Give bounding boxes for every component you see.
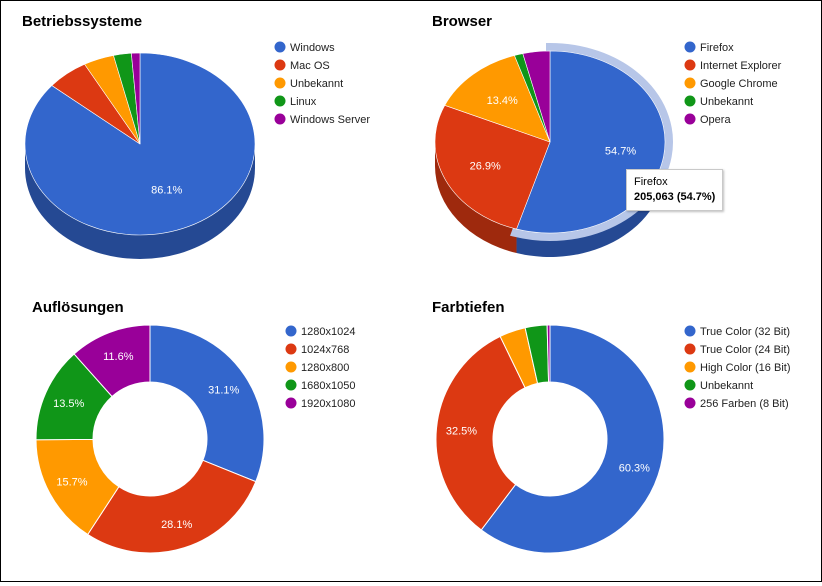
pie-chart-browser: 54.7% 26.9% 13.4% Firefox Internet Explorer G… [434,41,782,258]
tooltip: Firefox 205,063 (54.7%) [626,169,724,211]
donut-chart-aufloesungen: 31.1% 28.1% 15.7% 13.5% 11.6% 1280x1024 1024x7… [35,324,355,554]
slice-side-firefox [516,142,665,258]
legend-item-1920x1080[interactable]: 1920x1080 [301,398,355,410]
slice-label-true-color-24-bit: 32.5% [446,425,477,437]
legend-item-firefox[interactable]: Firefox [700,42,734,54]
slice-label-internet-explorer: 26.9% [470,161,501,173]
slice-label-firefox: 54.7% [605,145,636,157]
slice-side-windows [25,144,255,259]
legend-marker-internet-explorer [684,59,696,71]
slice-opera[interactable] [522,50,551,143]
slice-side-internet-explorer [435,142,517,254]
legend-item-1280x1024[interactable]: 1280x1024 [301,326,355,338]
legend-marker-unbekannt [684,95,696,107]
legend-item-high-color-16-bit[interactable]: High Color (16 Bit) [700,362,790,374]
legend-item-true-color-24-bit[interactable]: True Color (24 Bit) [700,344,790,356]
legend-marker-1680x1050 [285,379,297,391]
slice-label-true-color-32-bit: 60.3% [619,462,650,474]
slice-label-google-chrome: 13.4% [487,95,518,107]
slice-label-1280x800: 15.7% [56,477,87,489]
legend-marker-linux [274,95,286,107]
legend-marker-windows [274,41,286,53]
legend-marker-unbekannt [684,379,696,391]
slice-label-1280x1024: 31.1% [208,384,239,396]
slice-1280x1024[interactable] [149,324,265,483]
slice-label-windows: 86.1% [151,184,182,196]
slice-label-1024x768: 28.1% [161,519,192,531]
chart-title: Betriebssysteme [22,13,143,30]
slice-highlight-firefox [510,42,673,241]
tooltip-name: Firefox [634,176,668,188]
slice-true-color-32-bit[interactable] [480,324,665,554]
legend-item-true-color-32-bit[interactable]: True Color (32 Bit) [700,326,790,338]
slice-windows-server[interactable] [131,52,141,145]
legend-marker-true-color-24-bit [684,343,696,355]
chart-panel-farbtiefen: Farbtiefen 60.3% 32.5% True Color (32 Bit)… [411,291,821,581]
legend-item-opera[interactable]: Opera [700,114,731,126]
legend-marker-unbekannt [274,77,286,89]
slice-1920x1080[interactable] [73,324,151,398]
legend-item-256-farben-8-bit[interactable]: 256 Farben (8 Bit) [700,398,789,410]
legend-marker-high-color-16-bit [684,361,696,373]
slice-windows[interactable] [24,52,256,236]
legend-item-internet-explorer[interactable]: Internet Explorer [700,60,782,72]
chart-title: Auflösungen [32,299,124,316]
legend-item-1280x800[interactable]: 1280x800 [301,362,349,374]
slice-internet-explorer[interactable] [434,104,551,230]
legend-item-unbekannt[interactable]: Unbekannt [700,96,753,108]
legend-marker-1280x1024 [285,325,297,337]
legend-item-google-chrome[interactable]: Google Chrome [700,78,778,90]
slice-google-chrome[interactable] [444,55,551,143]
pie-chart-betriebssysteme: 86.1% Windows Mac OS Unbekannt Linux Windows … [24,41,370,259]
legend-marker-true-color-32-bit [684,325,696,337]
legend-marker-mac-os [274,59,286,71]
legend-marker-opera [684,113,696,125]
legend-marker-firefox [684,41,696,53]
chart-title: Browser [432,13,493,30]
slice-256-farben-8-bit[interactable] [546,324,551,383]
legend-marker-1280x800 [285,361,297,373]
legend-item-windows[interactable]: Windows [290,42,335,54]
legend-item-unbekannt[interactable]: Unbekannt [290,78,343,90]
chart-title: Farbtiefen [432,299,505,316]
slice-label-1920x1080: 11.6% [103,351,134,363]
chart-panel-aufloesungen: Auflösungen 31.1% 28.1% 15.7% 13.5% 11.6% 128… [1,291,411,581]
legend-item-unbekannt[interactable]: Unbekannt [700,380,753,392]
chart-panel-betriebssysteme: Betriebssysteme 86.1% Windows Mac OS Unbeka… [1,1,411,291]
tooltip-value: 205,063 (54.7%) [634,191,716,203]
slice-true-color-24-bit[interactable] [435,335,526,531]
chart-panel-browser: Browser 54.7% 26.9% 13.4% Firefox Internet E… [411,1,821,291]
legend-marker-256-farben-8-bit [684,397,696,409]
legend-item-1024x768[interactable]: 1024x768 [301,344,349,356]
legend-item-linux[interactable]: Linux [290,96,317,108]
legend-item-mac-os[interactable]: Mac OS [290,60,330,72]
legend-item-1680x1050[interactable]: 1680x1050 [301,380,355,392]
donut-chart-farbtiefen: 60.3% 32.5% True Color (32 Bit) True Color … [435,324,790,554]
slice-1024x768[interactable] [87,459,257,554]
legend-marker-google-chrome [684,77,696,89]
legend-marker-1024x768 [285,343,297,355]
legend-item-windows-server[interactable]: Windows Server [290,114,370,126]
slice-label-1680x1050: 13.5% [53,398,84,410]
legend-marker-windows-server [274,113,286,125]
legend-marker-1920x1080 [285,397,297,409]
